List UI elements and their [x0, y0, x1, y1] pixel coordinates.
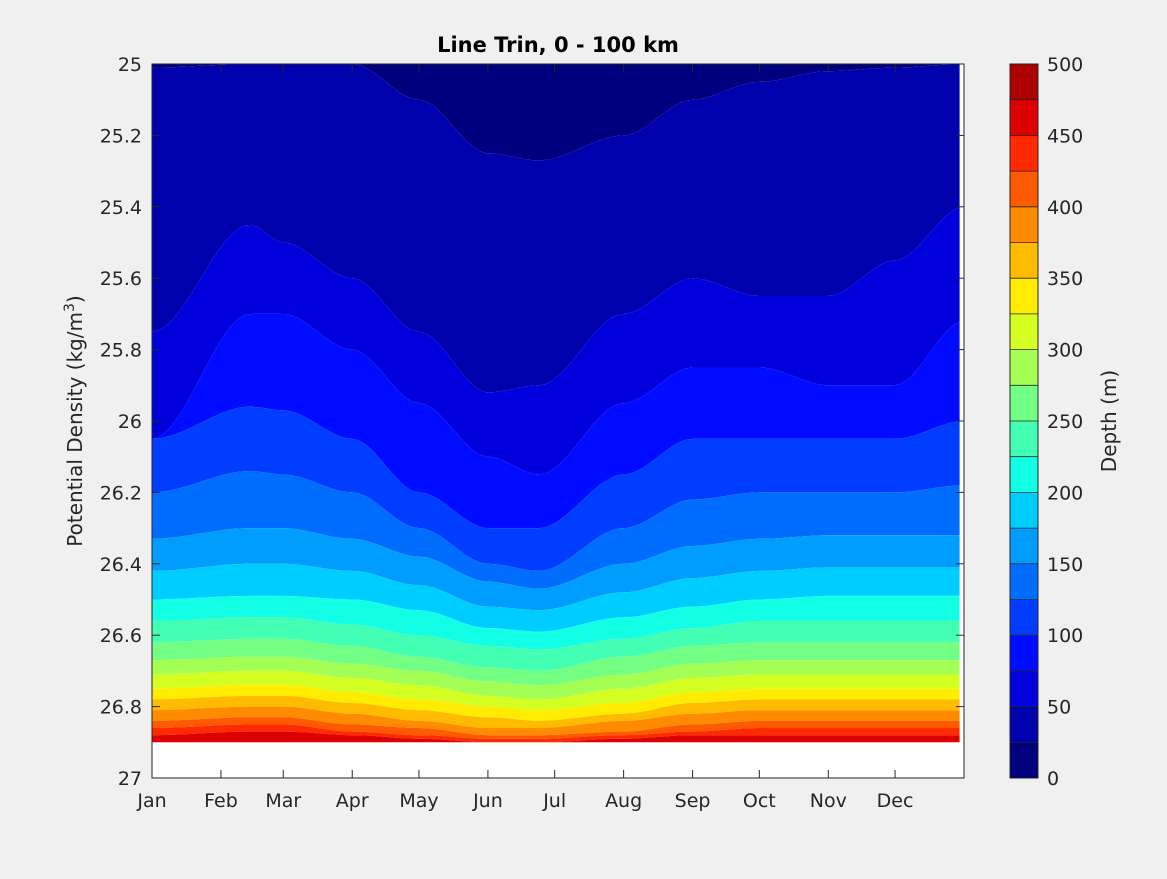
contour-band-75-100 [152, 313, 960, 529]
y-axis: 25 25.2 25.4 25.6 25.8 26 26.2 26.4 26.6 26.8 27 [100, 54, 964, 790]
colorbar-swatch [1010, 135, 1038, 172]
x-tick-label: Nov [810, 790, 847, 812]
contour-band-350-375 [152, 695, 960, 728]
colorbar-swatch [1010, 706, 1038, 743]
contour-band-450-475 [152, 731, 960, 743]
contour-band-425-450 [152, 724, 960, 743]
colorbar-tick-label: 500 [1047, 54, 1083, 76]
y-tick-label: 25.4 [100, 197, 142, 219]
y-tick-label: 26.6 [100, 625, 142, 647]
colorbar-swatch [1010, 278, 1038, 315]
colorbar-swatch [1010, 171, 1038, 208]
colorbar-swatch [1010, 99, 1038, 136]
colorbar-swatch [1010, 492, 1038, 529]
y-tick-label: 25.2 [100, 125, 142, 147]
colorbar: 0 50 100 150 200 250 300 350 400 450 500 [1009, 54, 1083, 790]
colorbar-tick-label: 0 [1047, 768, 1059, 790]
x-axis: Jan Feb Mar Apr May Jun Jul Aug Sep Oct Nov Dec [136, 64, 913, 812]
contour-band-0-25 [152, 64, 960, 161]
colorbar-swatch [1010, 742, 1038, 779]
colorbar-swatch [1010, 635, 1038, 672]
y-tick-label: 26.4 [100, 554, 142, 576]
y-axis-label-superscript: 3 [62, 303, 78, 312]
colorbar-swatch [1010, 599, 1038, 636]
contour-band-125-150 [152, 471, 960, 589]
colorbar-swatch [1010, 456, 1038, 493]
colorbar-swatch [1010, 528, 1038, 565]
x-tick-label: Mar [265, 790, 301, 812]
colorbar-tick-label: 50 [1047, 697, 1071, 719]
x-tick-label: Dec [877, 790, 914, 812]
x-tick-label: May [399, 790, 438, 812]
y-tick-label: 25 [118, 54, 142, 76]
colorbar-swatch [1010, 64, 1038, 101]
x-tick-label: Apr [336, 790, 369, 812]
colorbar-swatch [1010, 385, 1038, 422]
colorbar-swatch [1010, 313, 1038, 351]
x-tick-label: Jul [542, 790, 566, 812]
y-tick-label: 26.8 [100, 697, 142, 719]
y-tick-label: 27 [118, 768, 142, 790]
x-tick-label: Sep [675, 790, 711, 812]
x-tick-label: Jan [136, 790, 166, 812]
contour-band-100-125 [152, 406, 960, 571]
contour-band-400-425 [152, 717, 960, 739]
y-tick-label: 26 [118, 411, 142, 433]
plot-area [152, 64, 964, 778]
x-tick-label: Jun [472, 790, 503, 812]
colorbar-tick-label: 200 [1047, 482, 1083, 504]
chart-title: Line Trin, 0 - 100 km [437, 33, 679, 57]
colorbar-tick-label: 400 [1047, 197, 1083, 219]
colorbar-swatch [1010, 349, 1038, 386]
contour-band-200-225 [152, 595, 960, 650]
y-tick-label: 25.8 [100, 340, 142, 362]
colorbar-tick-label: 150 [1047, 554, 1083, 576]
contour-band-225-250 [152, 617, 960, 671]
contour-band-50-75 [152, 207, 960, 475]
x-tick-label: Aug [605, 790, 642, 812]
contour-bands [152, 64, 960, 743]
contour-band-150-175 [152, 528, 960, 611]
contour-band-275-300 [152, 656, 960, 700]
colorbar-frame [1009, 63, 1039, 779]
colorbar-swatch [1010, 206, 1038, 243]
contour-band-250-275 [152, 638, 960, 686]
colorbar-tick-label: 100 [1047, 625, 1083, 647]
colorbar-tick-label: 450 [1047, 125, 1083, 147]
contour-band-375-400 [152, 706, 960, 736]
colorbar-tick-label: 300 [1047, 340, 1083, 362]
colorbar-swatch [1010, 670, 1038, 708]
colorbar-swatch [1010, 421, 1038, 458]
x-tick-label: Feb [204, 790, 238, 812]
contour-band-25-50 [152, 64, 960, 393]
colorbar-swatch [1010, 563, 1038, 600]
contour-band-300-325 [152, 670, 960, 711]
y-axis-label: Potential Density (kg/m3) [62, 295, 87, 546]
y-tick-label: 25.6 [100, 268, 142, 290]
colorbar-tick-label: 350 [1047, 268, 1083, 290]
y-tick-label: 26.2 [100, 482, 142, 504]
contour-band-175-200 [152, 563, 960, 632]
contour-band-325-350 [152, 685, 960, 721]
colorbar-tick-label: 250 [1047, 411, 1083, 433]
x-tick-label: Oct [743, 790, 776, 812]
colorbar-swatch [1010, 242, 1038, 279]
colorbar-label: Depth (m) [1097, 370, 1121, 472]
